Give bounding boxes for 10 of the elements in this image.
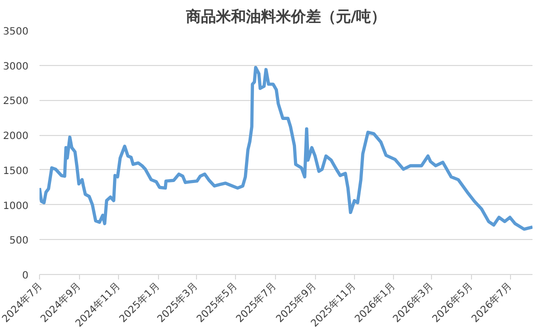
y-tick-label: 0 [22, 270, 29, 282]
y-tick-label: 3000 [3, 61, 29, 72]
y-tick-label: 2500 [3, 96, 29, 108]
y-tick-label: 3500 [3, 26, 29, 38]
y-tick-label: 1500 [3, 166, 29, 177]
line-series [40, 66, 532, 231]
y-tick-label: 500 [9, 236, 29, 247]
y-tick-label: 2000 [3, 131, 29, 142]
chart-title: 商品米和油料米价差（元/吨） [184, 8, 386, 26]
y-tick-label: 1000 [3, 200, 29, 212]
